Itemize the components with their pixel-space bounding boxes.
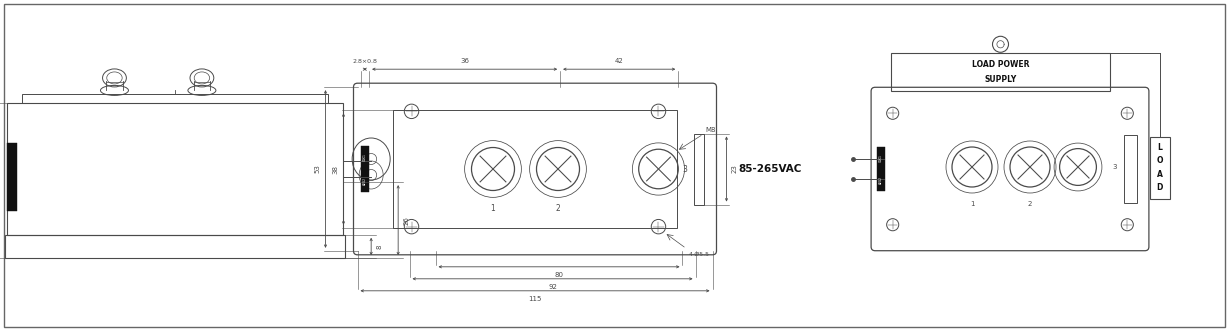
- Text: 1: 1: [490, 205, 495, 213]
- Text: 38: 38: [332, 165, 338, 173]
- Text: 1: 1: [970, 201, 975, 207]
- Text: L: L: [1158, 143, 1163, 152]
- Text: 3: 3: [682, 165, 687, 173]
- Text: M8: M8: [705, 127, 717, 133]
- Text: D: D: [1156, 183, 1163, 192]
- Bar: [7, 103, 343, 235]
- Bar: [360, 146, 369, 192]
- Text: 115: 115: [528, 296, 542, 302]
- Text: 2.8×0.8: 2.8×0.8: [353, 59, 377, 64]
- Text: 23: 23: [732, 165, 737, 173]
- Text: 2: 2: [1027, 201, 1032, 207]
- Text: 26: 26: [403, 216, 409, 225]
- Bar: [1125, 135, 1137, 203]
- Text: 4-Ø5.5: 4-Ø5.5: [688, 252, 709, 257]
- Bar: [878, 147, 885, 191]
- Text: A: A: [1156, 169, 1163, 178]
- Text: 53: 53: [313, 165, 320, 173]
- Text: 2: 2: [556, 205, 560, 213]
- Bar: [1150, 137, 1170, 199]
- Bar: [22, 94, 328, 103]
- Bar: [891, 53, 1110, 91]
- Text: SUPPLY: SUPPLY: [984, 75, 1016, 84]
- Text: LOAD POWER: LOAD POWER: [972, 60, 1029, 69]
- Text: 8: 8: [376, 244, 382, 249]
- Bar: [5, 235, 345, 258]
- Text: O: O: [1156, 156, 1163, 165]
- Text: 42: 42: [614, 58, 623, 64]
- Text: 3: 3: [1112, 164, 1117, 170]
- Bar: [7, 143, 17, 211]
- Text: 92: 92: [548, 284, 557, 290]
- Text: 85-265VAC: 85-265VAC: [739, 164, 801, 174]
- Bar: [393, 110, 677, 228]
- Text: A2G2: A2G2: [363, 176, 366, 185]
- Bar: [693, 133, 704, 205]
- Text: A2G2: A2G2: [879, 176, 884, 184]
- Text: 80: 80: [554, 272, 564, 278]
- Text: 36: 36: [460, 58, 469, 64]
- Text: G1K1: G1K1: [879, 154, 884, 162]
- Text: G1K1: G1K1: [363, 154, 366, 161]
